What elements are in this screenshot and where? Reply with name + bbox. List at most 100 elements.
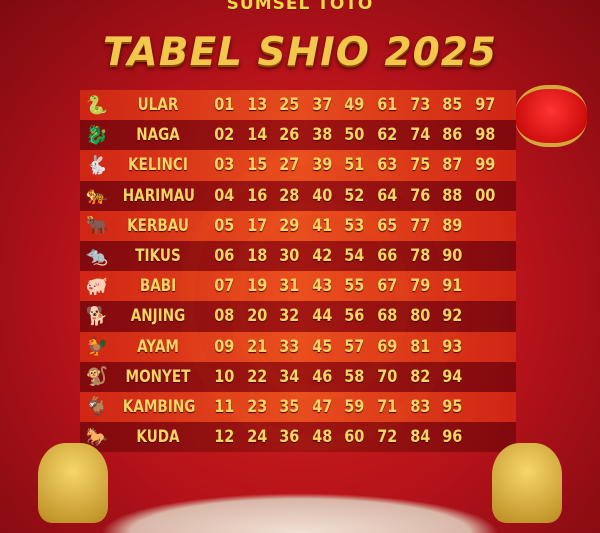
shio-number: 92 [442, 306, 463, 327]
shio-number: 86 [442, 125, 463, 146]
shio-number: 52 [344, 185, 365, 206]
table-row: 🐉 NAGA 02 14 26 38 50 62 74 86 98 [80, 120, 516, 151]
shio-number: 45 [312, 336, 333, 357]
shio-number: 20 [246, 306, 267, 327]
table-row: 🐇 KELINCI 03 15 27 39 51 63 75 87 99 [80, 150, 516, 181]
shio-number: 96 [442, 427, 463, 448]
shio-number: 88 [442, 185, 463, 206]
shio-number: 34 [279, 366, 300, 387]
shio-number: 18 [246, 246, 267, 267]
rabbit-icon: 🐇 [85, 154, 109, 176]
lantern-icon [515, 85, 587, 147]
shio-number: 07 [214, 276, 235, 297]
shio-number: 70 [377, 366, 398, 387]
shio-number: 31 [279, 276, 300, 297]
shio-number: 01 [214, 95, 235, 116]
number-list: 11 23 35 47 59 71 83 95 [208, 397, 469, 417]
shio-number: 82 [409, 366, 430, 387]
shio-number: 80 [409, 306, 430, 327]
table-row: 🐐 KAMBING 11 23 35 47 59 71 83 95 [80, 391, 516, 423]
shio-number: 22 [246, 366, 267, 387]
shio-number: 12 [214, 427, 235, 448]
shio-number: 95 [442, 396, 463, 417]
shio-number: 43 [312, 276, 333, 297]
page-title: TABEL SHIO 2025 [102, 30, 498, 75]
shio-number: 46 [312, 366, 333, 387]
shio-number: 03 [214, 155, 235, 176]
shio-number: 17 [246, 215, 267, 236]
shio-number: 65 [377, 215, 398, 236]
number-list: 07 19 31 43 55 67 79 91 [208, 276, 469, 296]
shio-name: KUDA [136, 427, 180, 448]
shio-number: 35 [279, 396, 300, 417]
shio-number: 53 [344, 215, 365, 236]
table-row: 🐅 HARIMAU 04 16 28 40 52 64 76 88 00 [80, 180, 516, 211]
shio-number: 91 [442, 276, 463, 297]
table-row: 🐂 KERBAU 05 17 29 41 53 65 77 89 [80, 210, 516, 241]
shio-number: 11 [214, 396, 235, 417]
shio-number: 57 [344, 336, 365, 357]
shio-number: 61 [377, 95, 398, 116]
shio-name: KAMBING [122, 396, 196, 417]
rat-icon: 🐀 [85, 245, 109, 267]
shio-name: AYAM [137, 336, 179, 357]
shio-number: 44 [312, 306, 333, 327]
shio-number: 25 [279, 95, 300, 116]
shio-number: 50 [344, 125, 365, 146]
shio-number: 93 [442, 336, 463, 357]
shio-number: 58 [344, 366, 365, 387]
table-row: 🐓 AYAM 09 21 33 45 57 69 81 93 [80, 331, 516, 362]
shio-number: 94 [442, 366, 463, 387]
shio-number: 05 [214, 215, 235, 236]
table-row: 🐖 BABI 07 19 31 43 55 67 79 91 [80, 271, 516, 302]
shio-name: KERBAU [127, 215, 189, 236]
shio-number: 33 [279, 336, 300, 357]
shio-number: 59 [344, 396, 365, 417]
number-list: 06 18 30 42 54 66 78 90 [208, 246, 469, 266]
shio-name: HARIMAU [122, 185, 195, 206]
number-list: 01 13 25 37 49 61 73 85 97 [208, 95, 501, 115]
golden-snake-icon [492, 443, 562, 523]
shio-number: 68 [377, 306, 398, 327]
shio-number: 51 [344, 155, 365, 176]
shio-number: 49 [344, 95, 365, 116]
shio-name: TIKUS [135, 246, 181, 267]
number-list: 10 22 34 46 58 70 82 94 [208, 367, 469, 387]
dragon-icon: 🐉 [85, 124, 109, 146]
shio-number: 56 [344, 306, 365, 327]
logo: SUMSEL TOTO [226, 0, 374, 14]
shio-name: KELINCI [128, 155, 188, 176]
shio-number: 40 [312, 185, 333, 206]
shio-number: 15 [246, 155, 267, 176]
shio-number: 08 [214, 306, 235, 327]
number-list: 05 17 29 41 53 65 77 89 [208, 216, 469, 236]
table-row: 🐀 TIKUS 06 18 30 42 54 66 78 90 [80, 240, 516, 272]
shio-number: 27 [279, 155, 300, 176]
shio-number: 00 [474, 185, 496, 206]
number-list: 02 14 26 38 50 62 74 86 98 [208, 125, 501, 145]
shio-name: MONYET [125, 366, 191, 387]
shio-number: 41 [312, 215, 333, 236]
shio-number: 63 [377, 155, 398, 176]
shio-name: BABI [139, 276, 177, 297]
shio-number: 77 [409, 215, 430, 236]
monkey-icon: 🐒 [85, 366, 109, 388]
table-row: 🐒 MONYET 10 22 34 46 58 70 82 94 [80, 361, 516, 392]
shio-number: 29 [279, 215, 300, 236]
shio-number: 74 [409, 125, 430, 146]
shio-number: 97 [474, 95, 496, 116]
shio-number: 89 [442, 215, 463, 236]
shio-table: 🐍 ULAR 01 13 25 37 49 61 73 85 97 🐉 NAGA 02 14 26 38 50 62… [80, 90, 516, 453]
shio-number: 67 [377, 276, 398, 297]
shio-number: 62 [377, 125, 398, 146]
table-row: 🐎 KUDA 12 24 36 48 60 72 84 96 [80, 422, 516, 453]
horse-icon: 🐎 [85, 426, 109, 448]
shio-number: 64 [377, 185, 398, 206]
shio-number: 48 [312, 427, 333, 448]
pig-icon: 🐖 [85, 275, 109, 297]
shio-number: 42 [312, 246, 333, 267]
goat-icon: 🐐 [85, 396, 109, 418]
shio-number: 54 [344, 246, 365, 267]
shio-number: 66 [377, 246, 398, 267]
shio-number: 16 [246, 185, 267, 206]
